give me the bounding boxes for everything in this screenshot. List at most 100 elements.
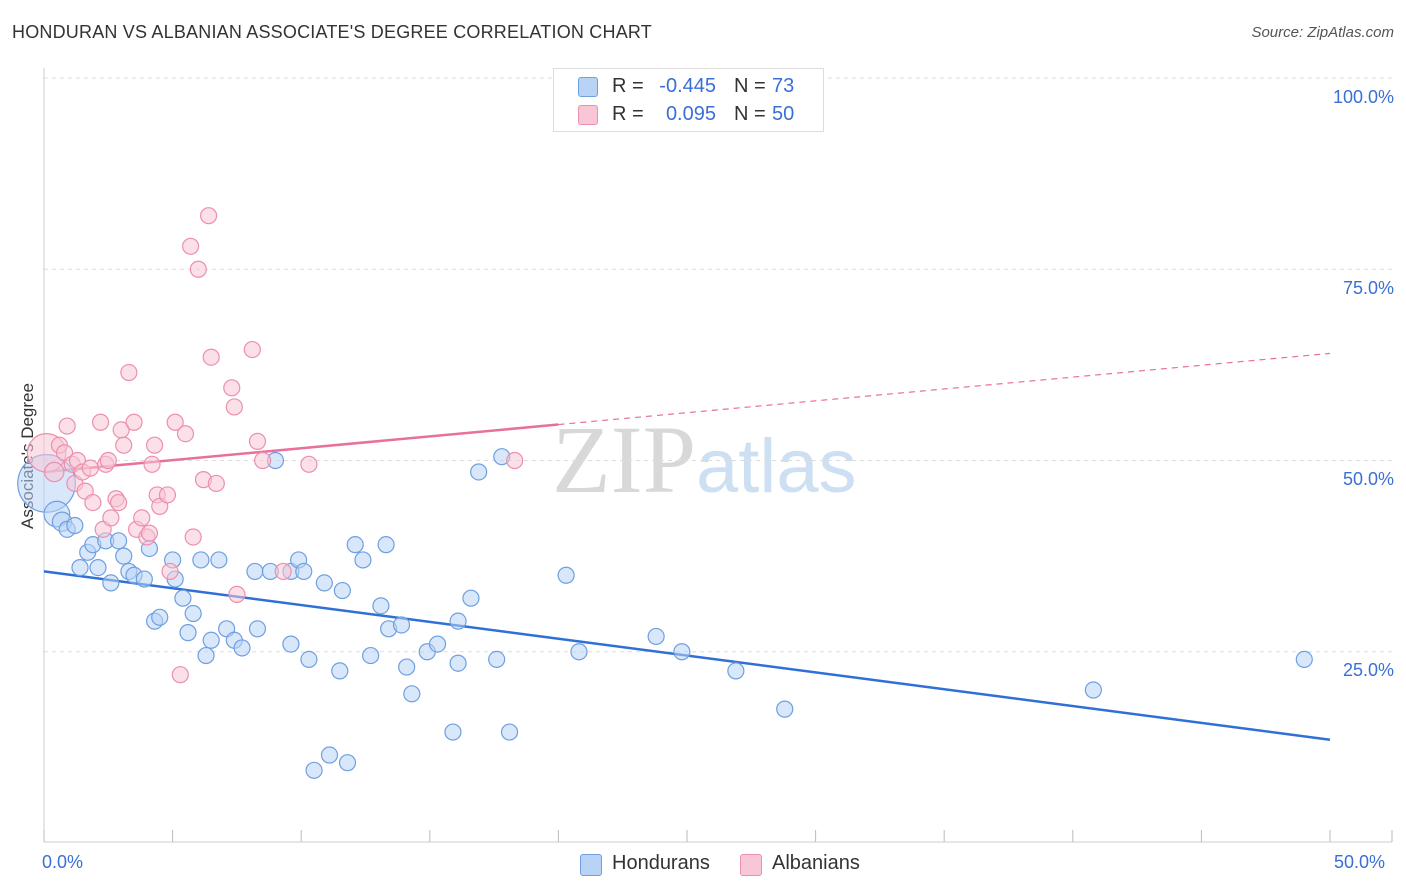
honduran-point [462,589,480,607]
honduran-point [89,558,107,577]
legend-n-value: 73 [772,75,795,97]
watermark-atlas: atlas [696,424,857,509]
albanian-point [207,474,225,493]
honduran-point [354,551,372,569]
albanian-point [200,207,218,225]
albanian-point [248,432,267,450]
honduran-point [444,723,462,741]
honduran-point [403,685,421,703]
albanian-point [109,493,128,512]
albanian-point [189,260,207,278]
honduran-point [174,589,192,607]
honduran-point [315,574,333,592]
y-tick-label-75: 75.0% [1342,278,1394,298]
albanian-point [300,455,318,473]
albanian-point [228,585,246,603]
honduran-point [428,635,447,653]
albanian-point [84,493,102,512]
honduran-point [184,604,202,623]
legend-n-label: N = [734,75,766,97]
albanian-point [120,363,138,382]
albanian-trend-line [43,423,559,474]
watermark-zip: ZIP [552,406,696,513]
x-tick-label-0: 0.0% [42,852,84,872]
honduran-point [449,612,467,630]
legend-row-hondurans: R = -0.445 N = 73 [554,73,823,99]
albanian-point [58,417,76,435]
honduran-point [1295,650,1313,669]
albanian-point [125,413,143,431]
honduran-point [377,536,395,554]
honduran-point [305,761,323,779]
honduran-point [102,574,120,592]
honduran-point [248,620,267,638]
honduran-point [295,562,313,581]
honduran-point [115,547,133,565]
honduran-point [647,627,665,646]
albanian-point [133,509,151,527]
honduran-point [1084,681,1102,699]
albanian-point [140,524,159,542]
honduran-point [135,570,153,588]
albanian-point [202,348,220,366]
legend-r-value: -0.445 [659,75,716,97]
albanian-point [274,562,292,581]
albanian-point [158,486,177,504]
honduran-point [202,631,220,649]
albanian-point [99,451,117,470]
honduran-point [66,516,84,535]
honduran-point [673,643,691,661]
x-tick-label-50: 50.0% [1334,852,1386,872]
albanian-point [225,398,243,416]
honduran-point [362,646,380,665]
albanian-point [182,237,200,255]
honduran-point [557,566,575,584]
honduran-point [71,558,89,577]
y-tick-label-25: 25.0% [1342,660,1394,680]
legend-r-label: R = [612,75,644,97]
legend-r-label: R = [612,103,644,125]
honduran-point [727,662,745,680]
albanian-point [81,459,99,477]
honduran-point [346,536,364,554]
bottom-legend-swatch-albanians [740,854,762,876]
honduran-point [333,581,351,600]
honduran-point [192,551,210,569]
albanian-point [223,379,241,397]
axis-layer [43,68,1393,843]
albanian-point [184,528,202,546]
honduran-point [233,639,251,657]
albanian-point [171,666,189,684]
source-label: Source: ZipAtlas.com [1251,24,1394,41]
honduran-point [246,562,264,581]
legend-n-value: 50 [772,103,795,125]
albanian-point [145,436,164,454]
albanian-point [176,425,195,443]
albanian-point [102,509,120,527]
honduran-point [109,532,128,550]
honduran-point [338,754,357,772]
albanian-point [115,436,133,454]
honduran-point [151,608,169,626]
honduran-point [392,616,411,634]
honduran-point [300,650,318,669]
honduran-point [210,551,228,569]
y-tick-label-100: 100.0% [1332,87,1394,107]
legend-r-value: 0.095 [665,103,716,125]
albanian-point [254,451,272,470]
honduran-point [776,700,794,718]
albanian-point [243,340,261,359]
honduran-point [398,658,416,676]
honduran-point [282,635,300,653]
watermark: ZIPatlas [552,404,857,515]
honduran-point [500,723,519,741]
albanian-point [161,562,179,581]
legend-swatch-hondurans [578,77,598,97]
albanian-trend-line-extension [558,352,1331,426]
honduran-point [179,624,197,642]
albanian-point [166,413,184,431]
honduran-point [320,746,339,764]
bottom-legend-label-albanians: Albanians [772,852,860,874]
albanian-point [143,455,161,473]
